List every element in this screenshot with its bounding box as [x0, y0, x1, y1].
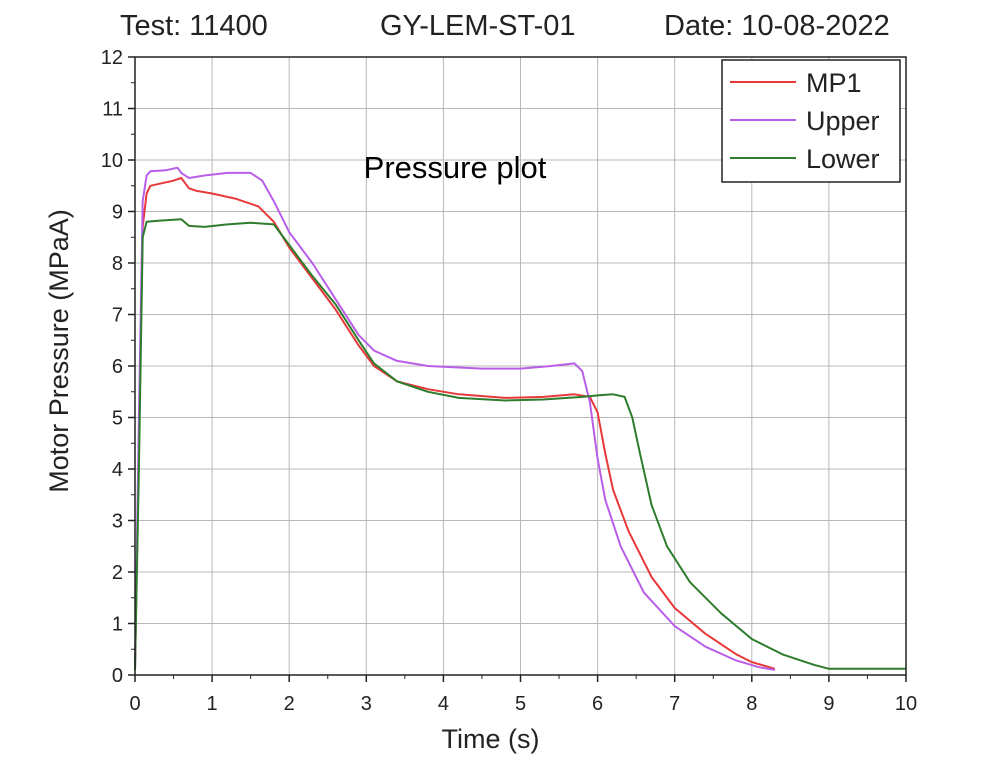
legend-label-lower: Lower — [806, 144, 880, 174]
y-tick-label: 7 — [112, 305, 123, 327]
x-tick-label: 8 — [746, 693, 757, 715]
y-tick-label: 1 — [112, 614, 123, 636]
y-tick-label: 8 — [112, 253, 123, 275]
y-tick-label: 0 — [112, 665, 123, 687]
x-tick-label: 4 — [438, 693, 449, 715]
y-axis-label: Motor Pressure (MPaA) — [44, 209, 74, 493]
x-tick-label: 0 — [129, 693, 140, 715]
test-date-label: Date: 10-08-2022 — [664, 10, 890, 42]
y-tick-label: 5 — [112, 408, 123, 430]
y-tick-label: 9 — [112, 202, 123, 224]
x-tick-label: 5 — [515, 693, 526, 715]
legend-label-upper: Upper — [806, 106, 880, 136]
x-tick-label: 10 — [895, 693, 917, 715]
y-tick-label: 2 — [112, 562, 123, 584]
series-line-mp1 — [134, 177, 776, 670]
series-line-upper — [134, 166, 776, 671]
chart-title: Pressure plot — [364, 150, 547, 185]
y-tick-label: 12 — [101, 47, 123, 69]
y-tick-label: 6 — [112, 356, 123, 378]
x-tick-label: 6 — [592, 693, 603, 715]
x-tick-label: 2 — [284, 693, 295, 715]
y-tick-label: 4 — [112, 459, 123, 481]
test-id-label: GY-LEM-ST-01 — [380, 10, 576, 42]
y-tick-label: 11 — [102, 99, 123, 121]
x-tick-label: 3 — [361, 693, 372, 715]
y-tick-label: 10 — [101, 150, 123, 172]
legend-label-mp1: MP1 — [806, 68, 862, 98]
x-tick-label: 9 — [823, 693, 834, 715]
test-number-label: Test: 11400 — [120, 10, 268, 42]
series-line-lower — [134, 218, 906, 670]
x-tick-label: 7 — [669, 693, 680, 715]
x-tick-label: 1 — [207, 693, 218, 715]
x-axis-label: Time (s) — [442, 724, 540, 754]
y-tick-label: 3 — [112, 511, 123, 533]
